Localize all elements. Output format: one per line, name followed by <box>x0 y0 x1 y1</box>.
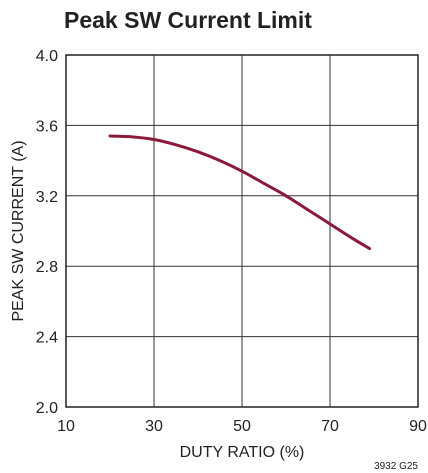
y-tick-label: 2.8 <box>36 259 58 276</box>
y-tick-label: 2.0 <box>36 400 58 417</box>
grid <box>65 54 419 408</box>
x-tick-label: 30 <box>145 418 163 435</box>
x-tick-label: 10 <box>57 418 75 435</box>
x-axis-label: DUTY RATIO (%) <box>180 444 305 461</box>
plot-frame <box>65 54 419 408</box>
x-tick-label: 50 <box>233 418 251 435</box>
x-tick-label: 90 <box>409 418 427 435</box>
series-line <box>108 134 372 251</box>
figure-code: 3932 G25 <box>374 461 418 472</box>
y-tick-label: 4.0 <box>36 48 58 65</box>
y-tick-label: 3.6 <box>36 118 58 135</box>
y-tick-label: 2.4 <box>36 330 58 347</box>
series-layer <box>108 134 372 251</box>
tick-labels: 10 30 50 70 90 2.0 2.4 2.8 3.2 3.6 4.0 <box>36 48 427 435</box>
y-tick-label: 3.2 <box>36 189 58 206</box>
y-axis-label: PEAK SW CURRENT (A) <box>10 140 27 321</box>
chart-title: Peak SW Current Limit <box>64 7 312 33</box>
x-tick-label: 70 <box>321 418 339 435</box>
